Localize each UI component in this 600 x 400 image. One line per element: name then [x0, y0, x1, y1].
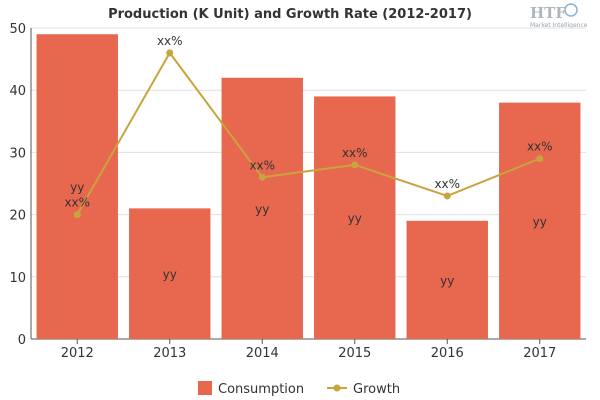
x-tick-label: 2012: [61, 346, 94, 361]
line-series-growth: [73, 49, 544, 219]
gridlines: [31, 27, 586, 278]
growth-data-label: xx%: [64, 196, 90, 210]
x-tick-label: 2016: [431, 346, 464, 361]
growth-point: [536, 155, 544, 163]
growth-data-label: xx%: [342, 146, 368, 160]
line-data-labels: xx% xx% xx% xx% xx% xx%: [64, 34, 552, 210]
legend-growth-marker: [333, 384, 341, 392]
growth-line: [76, 51, 541, 216]
tick-labels: 0 10 20 30 40 50 2012 2013 2014 2015 2016 2017: [9, 22, 556, 361]
bar-2015: [314, 96, 396, 339]
legend-consumption-swatch: [198, 381, 212, 395]
axes: [30, 28, 586, 344]
bar-2013: [129, 208, 211, 339]
growth-point: [258, 173, 266, 181]
y-tick-label: 0: [18, 333, 26, 348]
y-tick-label: 30: [9, 146, 26, 161]
x-tick-label: 2013: [153, 346, 186, 361]
growth-point: [166, 49, 174, 57]
legend-growth-label: Growth: [353, 382, 400, 397]
legend-consumption-label: Consumption: [218, 382, 304, 397]
htf-logo: HTF Market Intelligence: [530, 3, 588, 29]
bar-data-label: yy: [348, 212, 362, 226]
y-tick-label: 50: [9, 22, 26, 37]
chart-title: Production (K Unit) and Growth Rate (201…: [108, 7, 472, 22]
bar-data-label: yy: [440, 274, 454, 288]
bar-data-label: yy: [255, 202, 269, 216]
growth-point: [443, 192, 451, 200]
growth-point: [73, 211, 81, 219]
bar-2017: [499, 102, 581, 339]
growth-point: [351, 161, 359, 169]
bar-2014: [221, 77, 303, 339]
logo-globe-icon: [564, 3, 578, 17]
growth-data-label: xx%: [249, 158, 275, 172]
bar-data-label: yy: [70, 181, 84, 195]
y-tick-label: 10: [9, 271, 26, 286]
growth-data-label: xx%: [527, 140, 553, 154]
x-tick-label: 2014: [246, 346, 279, 361]
x-tick-label: 2015: [338, 346, 371, 361]
bar-data-labels: yy yy yy yy yy yy: [70, 181, 547, 288]
y-tick-label: 40: [9, 84, 26, 99]
bar-data-label: yy: [163, 268, 177, 282]
growth-data-label: xx%: [434, 177, 460, 191]
legend: Consumption Growth: [198, 381, 400, 397]
bar-2016: [406, 220, 488, 339]
bar-2012: [36, 34, 118, 339]
x-tick-label: 2017: [523, 346, 556, 361]
logo-subtext: Market Intelligence: [530, 22, 588, 29]
logo-text: HTF: [530, 4, 566, 22]
bar-data-label: yy: [533, 215, 547, 229]
growth-data-label: xx%: [157, 34, 183, 48]
y-tick-label: 20: [9, 209, 26, 224]
bar-series-consumption: [36, 34, 581, 339]
